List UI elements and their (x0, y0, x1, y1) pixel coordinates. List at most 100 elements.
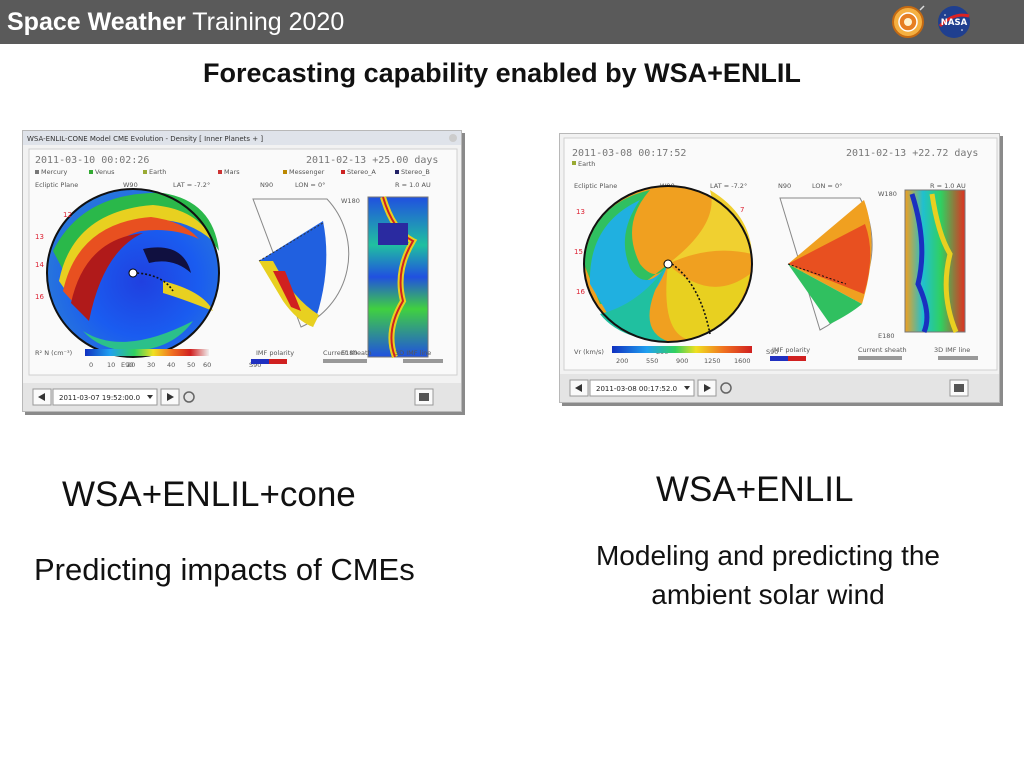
prev-icon (38, 393, 45, 401)
colorbar-tick: 550 (646, 357, 658, 365)
window-title: WSA-ENLIL-CONE Model CME Evolution - Den… (27, 135, 263, 143)
sheet-label: Current sheath (858, 346, 907, 354)
plane-label: Ecliptic Plane (574, 182, 617, 190)
slide-title: Forecasting capability enabled by WSA+EN… (203, 58, 801, 88)
legend-earth: Earth (578, 160, 595, 168)
refresh-icon[interactable] (720, 382, 732, 394)
e180-label: E180 (341, 349, 358, 357)
nasa-logo-icon: NASA (938, 6, 970, 38)
r-label: R = 1.0 AU (930, 182, 966, 190)
next-icon (704, 384, 711, 392)
refresh-icon[interactable] (183, 391, 195, 403)
camera-icon (954, 384, 964, 392)
legend-mars: Mars (224, 168, 240, 176)
chevron-down-icon (684, 386, 690, 390)
colorbar-tick: 0 (89, 361, 93, 369)
date-select-value: 2011-03-08 00:17:52.0 (596, 385, 677, 393)
colorbar-tick: 50 (187, 361, 195, 369)
s90-label: S90 (249, 361, 261, 369)
meridional-wedge-plot (252, 198, 350, 328)
header-title-rest: Training 2020 (185, 8, 345, 36)
r-label: R = 1.0 AU (395, 181, 431, 189)
svg-text:12: 12 (63, 211, 72, 219)
right-caption-description-line2: ambient solar wind (651, 579, 885, 610)
n90-label: N90 (778, 182, 791, 190)
colorbar-tick: 900 (676, 357, 688, 365)
n90-label: N90 (260, 181, 273, 189)
left-caption-description: Predicting impacts of CMEs (34, 552, 415, 587)
imf-label: IMF polarity (772, 346, 810, 354)
colorbar-tick: 10 (107, 361, 115, 369)
imf-label: IMF polarity (256, 349, 294, 357)
date-select[interactable] (589, 379, 695, 397)
solar-wind-simulation-panel: 2011-03-08 00:17:52 2011-02-13 +22.72 da… (559, 133, 1000, 403)
e90-label: E90 (121, 361, 133, 369)
colorbar-label: R² N (cm⁻³) (35, 349, 72, 357)
svg-text:7: 7 (740, 206, 744, 214)
run-time: 2011-02-13 +25.00 days (306, 155, 438, 166)
colorbar-tick: 60 (203, 361, 211, 369)
meridional-wedge-plot (779, 197, 873, 331)
colorbar-tick: 40 (167, 361, 175, 369)
plane-label: Ecliptic Plane (35, 181, 78, 189)
header-title: Space Weather Training 2020 (7, 8, 344, 37)
line-label: 3D IMF line (934, 346, 970, 354)
colorbar-label: Vr (km/s) (574, 348, 604, 356)
chevron-down-icon (147, 395, 153, 399)
svg-text:14: 14 (35, 261, 44, 269)
next-icon (167, 393, 174, 401)
w180-label: W180 (341, 197, 360, 205)
legend-venus: Venus (95, 168, 115, 176)
svg-text:16: 16 (576, 288, 585, 296)
date-select[interactable] (52, 388, 158, 406)
date-select-value: 2011-03-07 19:52:00.0 (59, 394, 140, 402)
run-time: 2011-02-13 +22.72 days (846, 148, 978, 159)
camera-icon (419, 393, 429, 401)
prev-icon (575, 384, 582, 392)
longitude-strip-plot (367, 196, 429, 359)
header-title-bold: Space Weather (7, 8, 186, 36)
svg-text:NASA: NASA (941, 18, 968, 28)
cme-simulation-panel: WSA-ENLIL-CONE Model CME Evolution - Den… (22, 130, 462, 412)
colorbar-tick: 1600 (734, 357, 751, 365)
svg-text:13: 13 (576, 208, 585, 216)
density-colorbar (85, 349, 209, 356)
longitude-strip-plot (904, 189, 966, 334)
lon-label: LON = 0° (812, 182, 842, 190)
colorbar-tick: 1250 (704, 357, 721, 365)
ecliptic-density-plot (46, 188, 220, 358)
legend-mercury: Mercury (41, 168, 68, 176)
s90-label: S90 (766, 348, 778, 356)
ecliptic-velocity-plot (583, 185, 753, 343)
solar-wind-simulation-graphic: 2011-03-08 00:17:52 2011-02-13 +22.72 da… (560, 137, 999, 402)
close-icon[interactable] (449, 134, 457, 142)
lat-label: LAT = -7.2° (710, 182, 747, 190)
line-label: 3D IMF line (395, 349, 431, 357)
svg-text:15: 15 (574, 248, 583, 256)
svg-text:13: 13 (35, 233, 44, 241)
svg-text:16: 16 (35, 293, 44, 301)
legend-earth: Earth (149, 168, 166, 176)
timestamp: 2011-03-10 00:02:26 (35, 155, 149, 166)
left-caption-heading: WSA+ENLIL+cone (62, 475, 356, 514)
e180-label: E180 (878, 332, 895, 340)
colorbar-tick: 20 (127, 361, 135, 369)
legend-stereo-b: Stereo_B (401, 168, 430, 176)
timestamp: 2011-03-08 00:17:52 (572, 148, 686, 159)
legend-stereo-a: Stereo_A (347, 168, 376, 176)
w180-label: W180 (878, 190, 897, 198)
colorbar-tick: 30 (147, 361, 155, 369)
sheet-label: Current sheath (323, 349, 372, 357)
velocity-colorbar (612, 346, 752, 353)
legend-messenger: Messenger (289, 168, 325, 176)
header-bar: Space Weather Training 2020 NASA (0, 0, 1024, 44)
lon-label: LON = 0° (295, 181, 325, 189)
cme-simulation-graphic: WSA-ENLIL-CONE Model CME Evolution - Den… (23, 131, 461, 411)
sun-logo-icon (892, 5, 925, 38)
planet-legend: Mercury Venus Earth Mars Messenger Stere… (35, 168, 430, 176)
w90-label: W90 (123, 181, 138, 189)
colorbar-tick: 200 (616, 357, 628, 365)
lat-label: LAT = -7.2° (173, 181, 210, 189)
right-caption-heading: WSA+ENLIL (656, 470, 854, 509)
right-caption-description-line1: Modeling and predicting the (595, 540, 940, 571)
